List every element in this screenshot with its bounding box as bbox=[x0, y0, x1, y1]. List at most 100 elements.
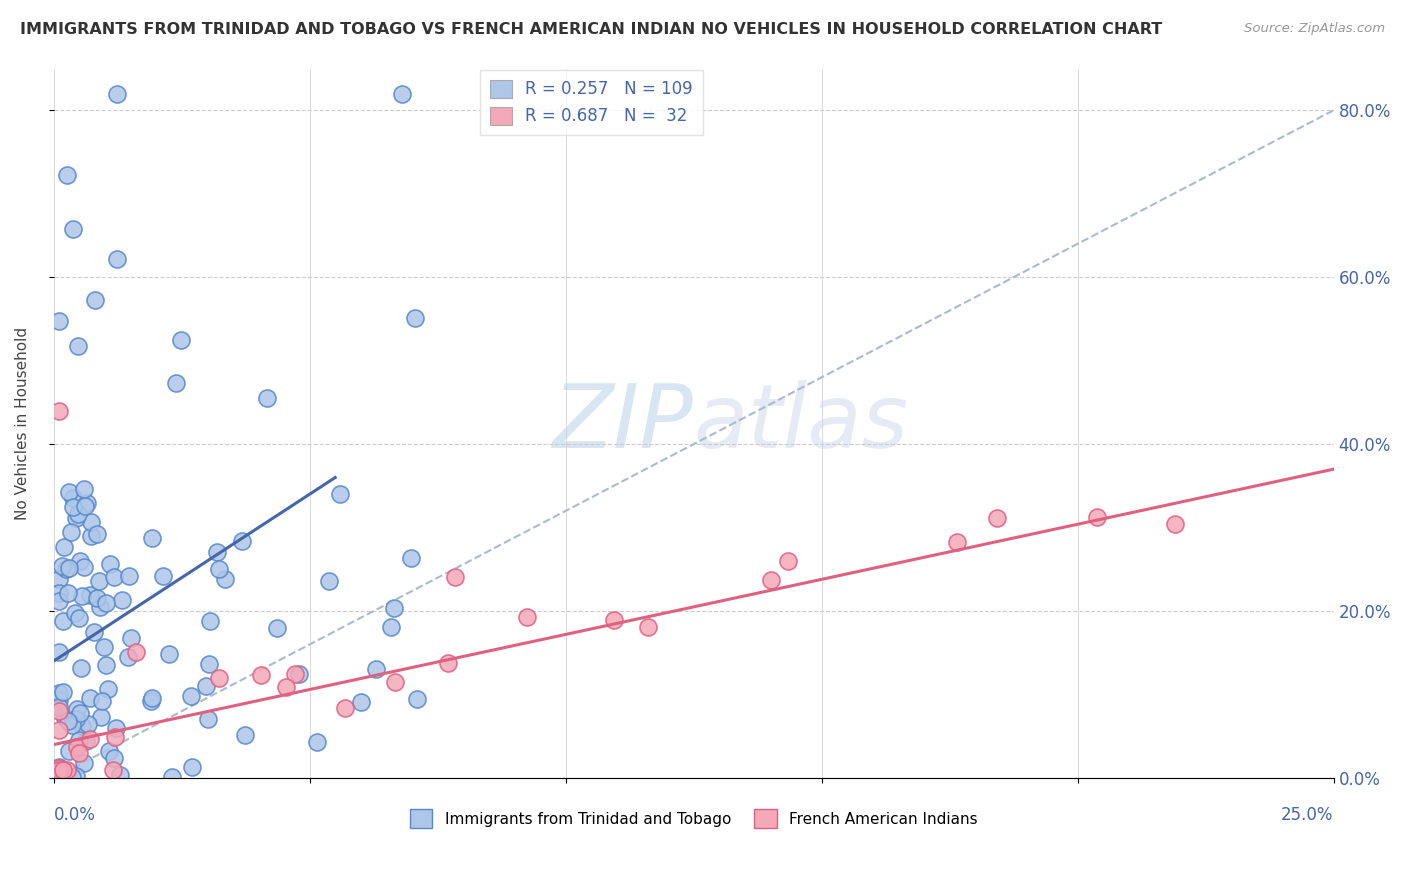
Point bbox=[48, 645, 70, 659]
Point bbox=[100, 557, 122, 571]
Point bbox=[318, 574, 340, 588]
Point bbox=[274, 681, 297, 695]
Point bbox=[117, 650, 139, 665]
Text: ZIP: ZIP bbox=[553, 380, 693, 467]
Point bbox=[73, 482, 96, 496]
Point bbox=[986, 511, 1008, 525]
Point bbox=[382, 600, 405, 615]
Point bbox=[69, 733, 91, 747]
Point bbox=[141, 691, 163, 706]
Legend: R = 0.257   N = 109, R = 0.687   N =  32: R = 0.257 N = 109, R = 0.687 N = 32 bbox=[479, 70, 703, 136]
Point bbox=[48, 573, 70, 587]
Point bbox=[120, 631, 142, 645]
Point bbox=[67, 747, 90, 761]
Point bbox=[97, 682, 120, 697]
Point bbox=[49, 763, 72, 777]
Point bbox=[56, 168, 79, 182]
Point bbox=[52, 614, 75, 628]
Point bbox=[48, 586, 70, 600]
Point bbox=[73, 756, 96, 770]
Point bbox=[60, 718, 83, 732]
Point bbox=[111, 593, 134, 607]
Point bbox=[56, 586, 79, 600]
Point bbox=[443, 569, 465, 583]
Point bbox=[287, 667, 309, 681]
Point bbox=[350, 695, 373, 709]
Point bbox=[207, 671, 229, 685]
Point bbox=[198, 657, 221, 672]
Point bbox=[180, 689, 202, 703]
Point bbox=[76, 496, 98, 510]
Point bbox=[79, 588, 101, 602]
Point bbox=[1087, 510, 1109, 524]
Point bbox=[70, 589, 93, 603]
Point bbox=[103, 570, 125, 584]
Point bbox=[48, 763, 70, 777]
Point bbox=[79, 731, 101, 746]
Text: 0.0%: 0.0% bbox=[53, 806, 96, 824]
Point bbox=[73, 560, 96, 574]
Point bbox=[162, 771, 184, 785]
Point bbox=[761, 573, 783, 587]
Point bbox=[80, 529, 103, 543]
Point bbox=[329, 487, 352, 501]
Point bbox=[384, 675, 406, 690]
Point bbox=[93, 640, 115, 654]
Point bbox=[48, 403, 70, 417]
Point bbox=[51, 558, 73, 573]
Point bbox=[48, 700, 70, 714]
Point bbox=[69, 554, 91, 568]
Point bbox=[516, 610, 538, 624]
Point bbox=[48, 594, 70, 608]
Point bbox=[266, 622, 288, 636]
Point bbox=[603, 613, 626, 627]
Point bbox=[60, 770, 83, 784]
Point bbox=[48, 761, 70, 775]
Point bbox=[77, 717, 100, 731]
Point bbox=[404, 310, 426, 325]
Point bbox=[233, 728, 256, 742]
Point bbox=[52, 763, 75, 777]
Point bbox=[214, 573, 236, 587]
Point bbox=[101, 763, 124, 777]
Point bbox=[776, 554, 799, 568]
Point bbox=[249, 668, 271, 682]
Point bbox=[96, 657, 118, 672]
Point bbox=[1164, 517, 1187, 532]
Point bbox=[66, 701, 89, 715]
Point bbox=[945, 534, 967, 549]
Point bbox=[56, 714, 79, 728]
Point bbox=[98, 744, 121, 758]
Point bbox=[66, 739, 89, 754]
Point bbox=[305, 735, 328, 749]
Point bbox=[152, 569, 174, 583]
Point bbox=[62, 491, 84, 505]
Point bbox=[364, 662, 387, 676]
Point bbox=[48, 314, 70, 328]
Point bbox=[48, 723, 70, 737]
Point bbox=[91, 693, 114, 707]
Point bbox=[48, 704, 70, 718]
Text: IMMIGRANTS FROM TRINIDAD AND TOBAGO VS FRENCH AMERICAN INDIAN NO VEHICLES IN HOU: IMMIGRANTS FROM TRINIDAD AND TOBAGO VS F… bbox=[20, 22, 1161, 37]
Point bbox=[48, 686, 70, 700]
Point bbox=[58, 744, 80, 758]
Point bbox=[75, 499, 97, 513]
Point bbox=[89, 599, 111, 614]
Point bbox=[86, 526, 108, 541]
Point bbox=[75, 733, 97, 747]
Point bbox=[181, 760, 204, 774]
Point bbox=[105, 252, 128, 266]
Point bbox=[58, 561, 80, 575]
Point bbox=[48, 693, 70, 707]
Point bbox=[125, 645, 148, 659]
Point bbox=[83, 293, 105, 308]
Point bbox=[67, 507, 90, 521]
Point bbox=[62, 500, 84, 514]
Point bbox=[60, 524, 83, 539]
Point bbox=[139, 694, 162, 708]
Point bbox=[67, 339, 90, 353]
Point bbox=[83, 625, 105, 640]
Point bbox=[165, 376, 187, 390]
Y-axis label: No Vehicles in Household: No Vehicles in Household bbox=[15, 326, 30, 520]
Point bbox=[53, 540, 76, 554]
